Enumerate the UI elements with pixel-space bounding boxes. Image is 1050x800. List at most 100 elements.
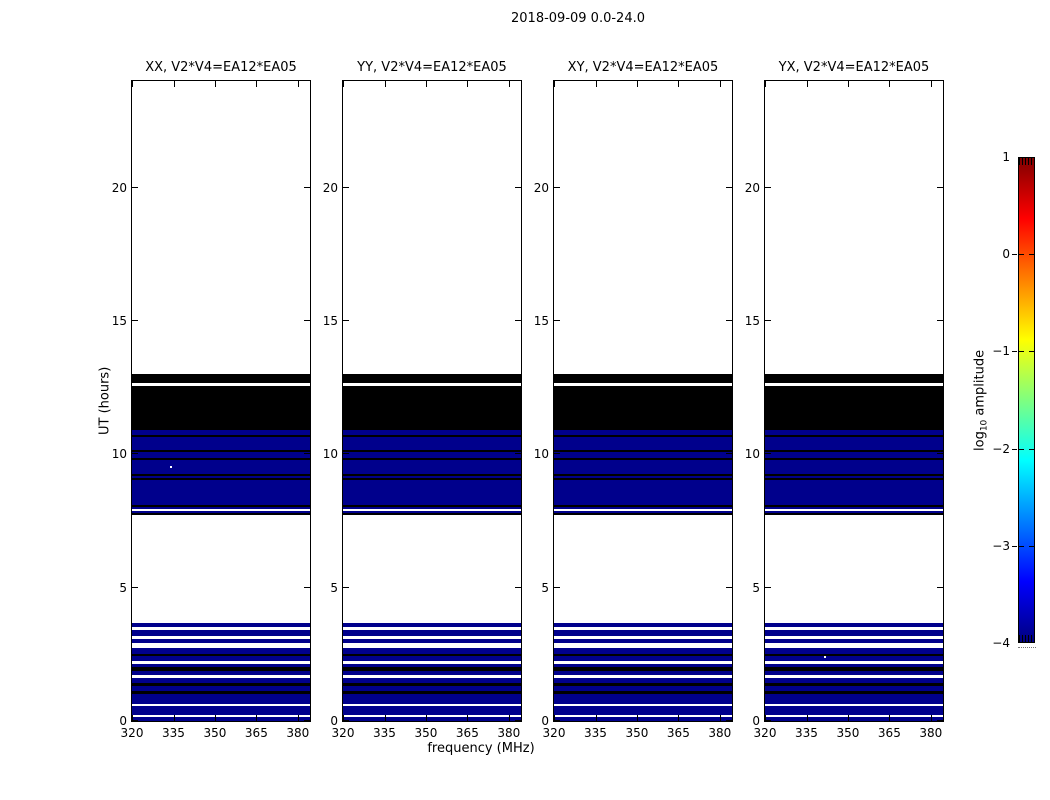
plot-area (553, 80, 733, 722)
x-tick-mark (256, 81, 258, 87)
band-stripe (132, 638, 310, 643)
band-stripe (765, 678, 943, 684)
band-stripe (554, 459, 732, 474)
y-tick-mark (937, 720, 943, 721)
y-tick-mark (343, 453, 349, 455)
band-stripe (554, 512, 732, 515)
colorbar-tick-mark (1019, 448, 1024, 450)
band-stripe (343, 675, 521, 679)
x-tick-mark (256, 715, 258, 721)
y-tick-mark (554, 453, 560, 455)
colorbar-tick-mark (1012, 351, 1017, 353)
band-stripe (343, 717, 521, 721)
band-stripe (765, 510, 943, 513)
y-tick-mark (515, 720, 521, 721)
band-stripe (554, 81, 732, 375)
y-tick-mark (937, 186, 943, 188)
y-tick-mark (343, 186, 349, 188)
band-stripe (554, 642, 732, 648)
band-stripe (765, 647, 943, 654)
x-tick-label: 365 (666, 726, 690, 740)
band-stripe (343, 506, 521, 509)
band-stripe (554, 691, 732, 695)
band-stripe (343, 459, 521, 474)
x-tick-label: 335 (162, 726, 185, 740)
band-stripe (132, 675, 310, 679)
y-tick-label: 5 (119, 580, 127, 595)
x-tick-mark (173, 715, 175, 721)
y-tick-label: 20 (322, 180, 338, 195)
data-dot (823, 656, 826, 659)
band-stripe (554, 385, 732, 430)
y-tick-mark (132, 453, 138, 455)
band-stripe (343, 451, 521, 458)
y-tick-mark (554, 586, 560, 588)
band-stripe (132, 508, 310, 511)
band-stripe (765, 675, 943, 679)
band-stripe (343, 429, 521, 435)
x-tick-mark (173, 81, 175, 87)
band-stripe (554, 706, 732, 716)
band-stripe (132, 678, 310, 684)
x-tick-label: 335 (584, 726, 607, 740)
plot-area (131, 80, 311, 722)
band-stripe (132, 623, 310, 628)
x-tick-mark (554, 715, 555, 721)
band-stripe (132, 479, 310, 505)
colorbar-tick-label: −2 (992, 441, 1010, 456)
band-stripe (765, 636, 943, 639)
band-stripe (343, 504, 521, 507)
band-stripe (343, 691, 521, 695)
colorbar-tick-mark (1019, 254, 1024, 256)
band-stripe (343, 81, 521, 375)
band-stripe (132, 642, 310, 648)
band-stripe (343, 627, 521, 631)
plot-area (342, 80, 522, 722)
x-tick-mark (132, 715, 133, 721)
x-tick-mark (889, 715, 891, 721)
band-stripe (554, 449, 732, 452)
x-tick-label: 320 (542, 726, 566, 740)
band-stripe (132, 655, 310, 661)
band-stripe (343, 437, 521, 450)
band-stripe (132, 715, 310, 718)
y-tick-mark (554, 186, 560, 188)
band-stripe (765, 506, 943, 509)
band-stripe (554, 429, 732, 435)
panel-title: YY, V2*V4=EA12*EA05 (357, 60, 507, 75)
panel-title: YX, V2*V4=EA12*EA05 (778, 60, 930, 75)
y-tick-label: 20 (111, 180, 127, 195)
y-axis-label: UT (hours) (97, 366, 113, 436)
band-stripe (765, 374, 943, 383)
y-tick-mark (554, 720, 560, 721)
band-stripe (132, 717, 310, 721)
colorbar-tick-label: −1 (992, 344, 1010, 359)
y-tick-mark (515, 453, 521, 455)
x-tick-mark (930, 715, 932, 721)
band-stripe (343, 512, 521, 515)
band-stripe (343, 374, 521, 383)
x-tick-mark (425, 715, 427, 721)
band-stripe (554, 675, 732, 679)
y-tick-label: 15 (533, 314, 549, 328)
band-stripe (765, 691, 943, 695)
band-stripe (132, 514, 310, 624)
band-stripe (132, 667, 310, 672)
band-stripe (765, 630, 943, 637)
band-stripe (132, 374, 310, 383)
band-stripe (765, 429, 943, 435)
band-stripe (343, 623, 521, 628)
band-stripe (132, 457, 310, 460)
y-tick-mark (343, 586, 349, 588)
x-tick-mark (214, 81, 216, 87)
y-tick-mark (304, 586, 310, 588)
band-stripe (554, 437, 732, 450)
band-stripe (343, 694, 521, 704)
band-stripe (132, 81, 310, 375)
y-tick-mark (937, 586, 943, 588)
band-stripe (343, 663, 521, 668)
band-stripe (132, 636, 310, 639)
band-stripe (132, 477, 310, 480)
x-tick-label: 335 (795, 726, 818, 740)
band-stripe (554, 451, 732, 458)
